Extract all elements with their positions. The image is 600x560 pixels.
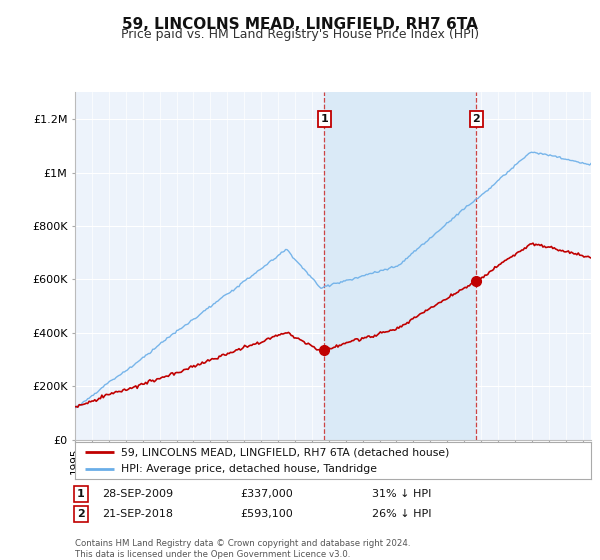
Text: 1: 1 [320, 114, 328, 124]
Text: 31% ↓ HPI: 31% ↓ HPI [372, 489, 431, 499]
Bar [325, 92, 476, 440]
Text: Price paid vs. HM Land Registry's House Price Index (HPI): Price paid vs. HM Land Registry's House … [121, 28, 479, 41]
Text: Contains HM Land Registry data © Crown copyright and database right 2024.
This d: Contains HM Land Registry data © Crown c… [75, 539, 410, 559]
Text: £593,100: £593,100 [240, 509, 293, 519]
Text: 59, LINCOLNS MEAD, LINGFIELD, RH7 6TA: 59, LINCOLNS MEAD, LINGFIELD, RH7 6TA [122, 17, 478, 32]
Text: 26% ↓ HPI: 26% ↓ HPI [372, 509, 431, 519]
Text: 2: 2 [77, 509, 85, 519]
Text: 21-SEP-2018: 21-SEP-2018 [102, 509, 173, 519]
Text: £337,000: £337,000 [240, 489, 293, 499]
Text: 59, LINCOLNS MEAD, LINGFIELD, RH7 6TA (detached house): 59, LINCOLNS MEAD, LINGFIELD, RH7 6TA (d… [121, 447, 450, 457]
Text: 1: 1 [77, 489, 85, 499]
Text: HPI: Average price, detached house, Tandridge: HPI: Average price, detached house, Tand… [121, 464, 377, 474]
Text: 28-SEP-2009: 28-SEP-2009 [102, 489, 173, 499]
Text: 2: 2 [472, 114, 480, 124]
